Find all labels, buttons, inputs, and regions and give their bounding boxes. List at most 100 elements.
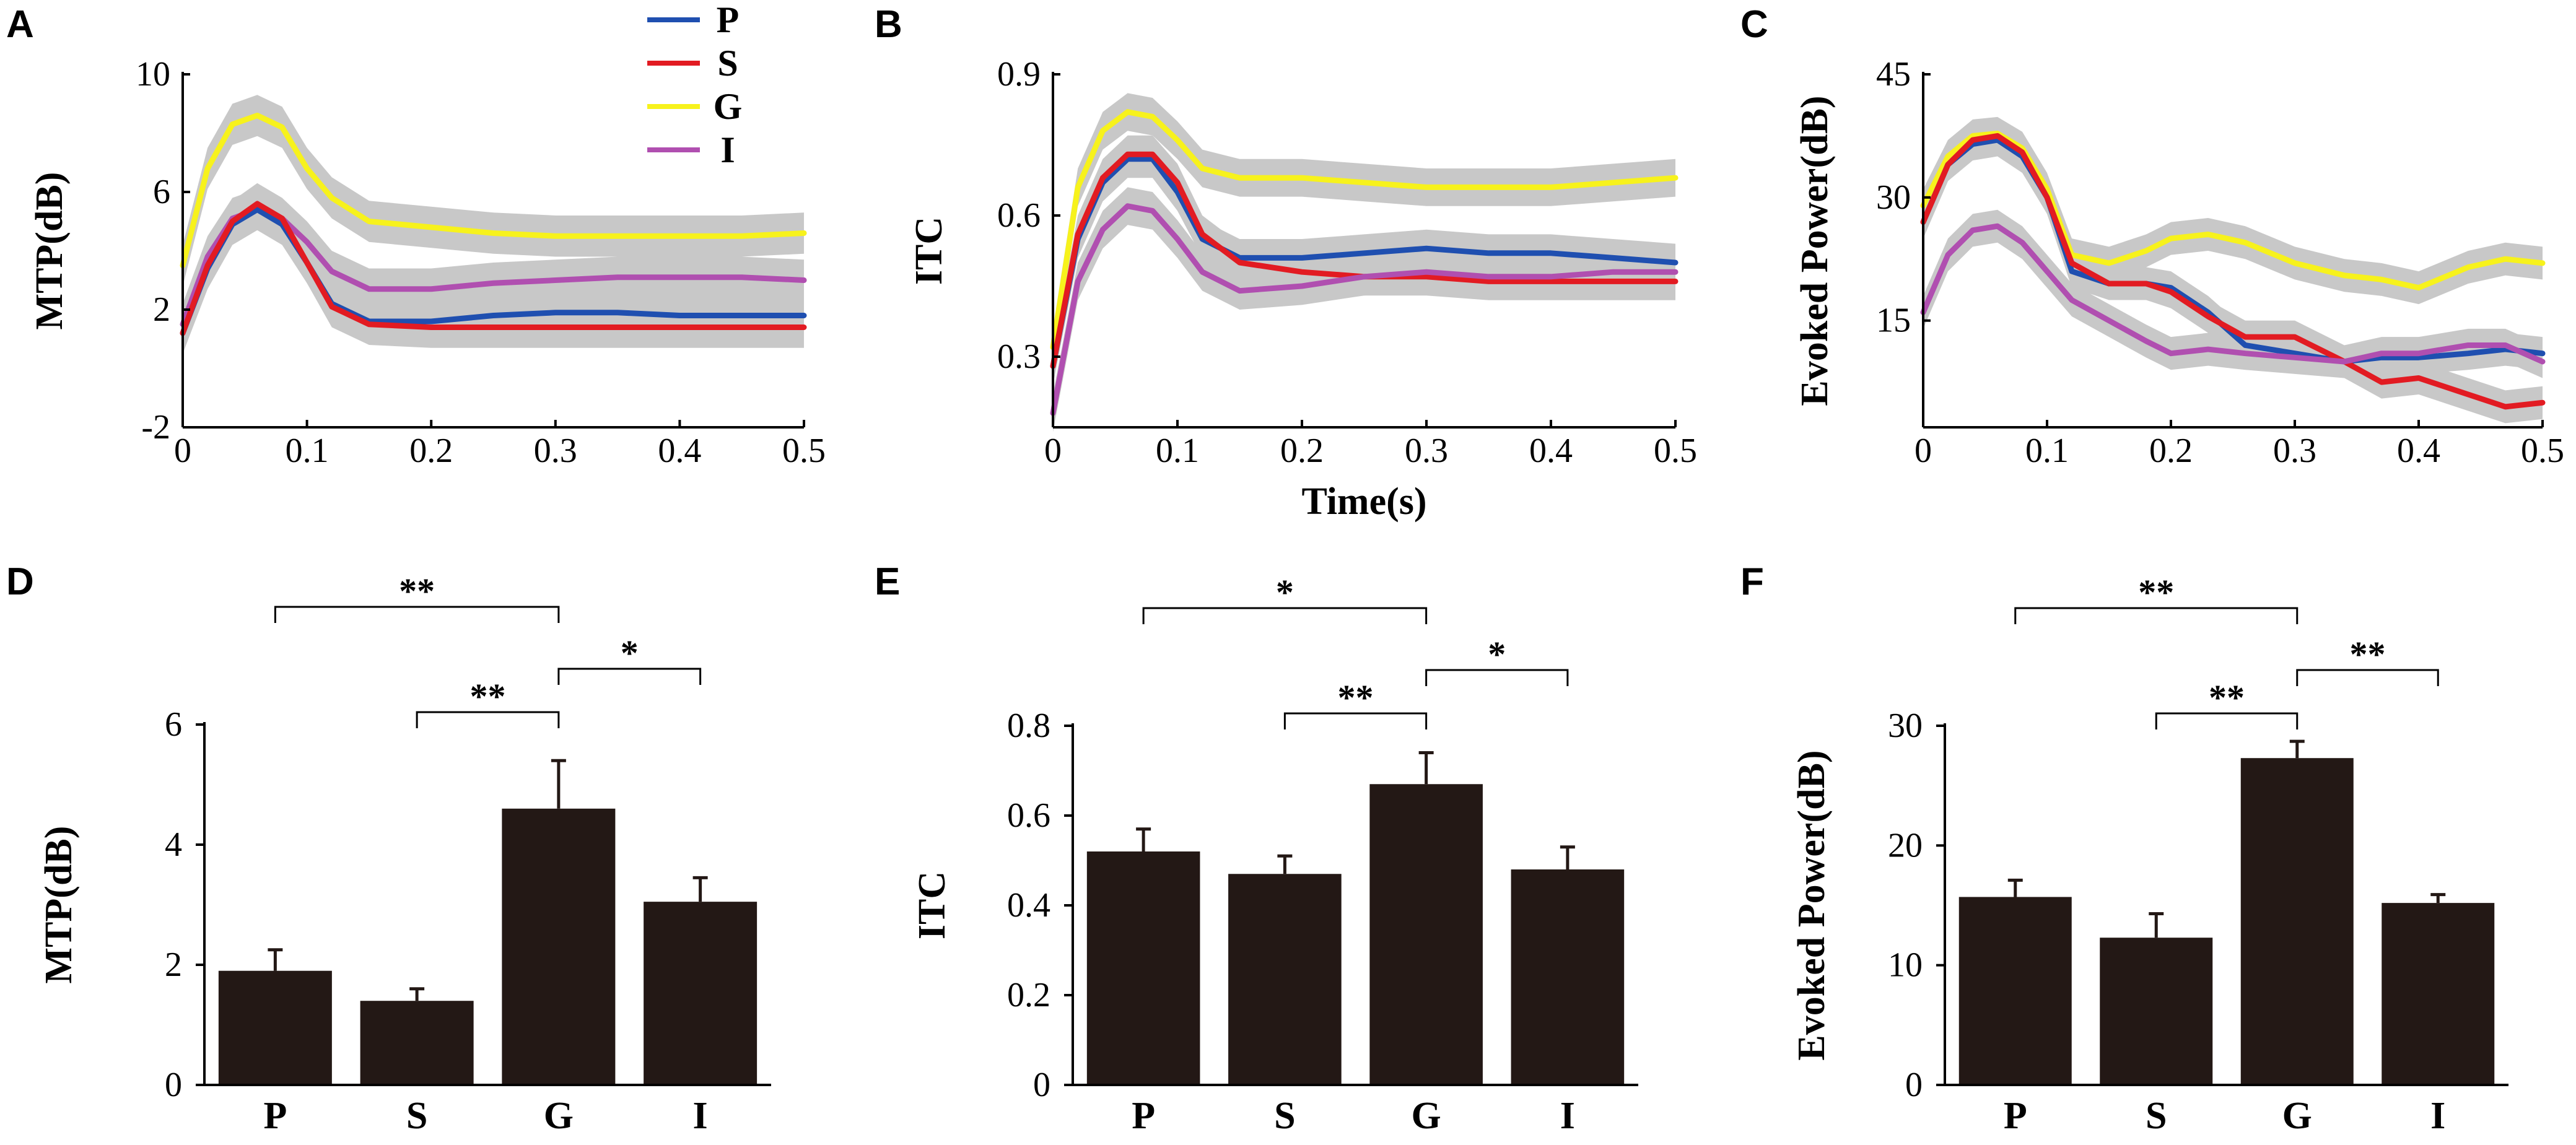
y-tick-label: 10: [136, 55, 170, 94]
x-tick-label: P: [263, 1095, 287, 1137]
significance-marker: **: [2350, 634, 2386, 674]
y-axis-label: ITC: [911, 871, 953, 939]
y-tick-label: 4: [165, 825, 182, 864]
x-tick-label: P: [1132, 1095, 1155, 1137]
x-tick-label: 0.3: [534, 432, 577, 470]
x-tick-label: 0.3: [1405, 432, 1448, 470]
significance-bracket: [2014, 607, 2299, 624]
x-tick-label: 0.4: [2397, 432, 2440, 470]
panel-letter: A: [6, 3, 34, 46]
y-tick-label: 10: [1888, 946, 1923, 985]
x-tick-label: P: [2004, 1095, 2027, 1137]
series-line-S: [180, 201, 807, 336]
series-line-S: [1050, 151, 1679, 369]
y-tick-label: 0.6: [997, 196, 1041, 235]
panel-F: F Evoked Power(dB) 0 10 20 30 P S G I ** ** **: [1740, 560, 2508, 1137]
y-tick-label: 0.8: [1007, 707, 1050, 745]
bar-I: [644, 902, 758, 1085]
bar-P: [218, 970, 332, 1085]
y-axis-label: Evoked Power(dB): [1791, 750, 1833, 1060]
y-tick-label: 0: [1033, 1066, 1050, 1104]
y-tick-label: 45: [1876, 55, 1911, 94]
significance-bracket: [2296, 669, 2439, 686]
series-line-I: [1920, 223, 2546, 365]
y-tick-label: 0: [1905, 1066, 1923, 1104]
x-tick-label: 0.2: [1280, 432, 1324, 470]
significance-bracket: [416, 711, 560, 728]
panel-letter: C: [1740, 3, 1768, 46]
x-tick-label: 0.4: [658, 432, 701, 470]
significance-marker: *: [621, 633, 639, 673]
panel-letter: B: [875, 3, 902, 46]
plot-area: [1958, 739, 2495, 1085]
y-tick-label: 0.6: [1007, 796, 1050, 835]
x-tick-label: G: [2282, 1095, 2312, 1137]
series-line-P: [1050, 156, 1679, 369]
bar-P: [1958, 897, 2072, 1085]
x-tick-label: 0.5: [1654, 432, 1697, 470]
y-tick-label: 0.3: [997, 337, 1041, 376]
x-tick-label: 0: [174, 432, 191, 470]
bar-I: [2382, 903, 2495, 1085]
x-tick-label: S: [406, 1095, 427, 1137]
x-tick-label: 0.5: [782, 432, 826, 470]
x-tick-label: 0: [1044, 432, 1062, 470]
y-axis-label: MTP(dB): [38, 826, 80, 984]
x-tick-label: S: [1274, 1095, 1295, 1137]
significance-bracket: [1142, 607, 1428, 624]
significance-marker: **: [2209, 677, 2245, 718]
panel-letter: F: [1740, 560, 1764, 603]
y-tick-label: 0: [165, 1066, 182, 1104]
significance-bracket: [557, 668, 702, 685]
y-tick-label: 6: [153, 173, 170, 211]
error-band-I: [1053, 187, 1675, 432]
y-tick-label: 0.9: [997, 55, 1041, 94]
x-tick-label: 0.5: [2521, 432, 2564, 470]
legend-label-P: P: [717, 0, 740, 40]
error-band-G: [1053, 93, 1675, 367]
significance-marker: *: [1488, 634, 1506, 674]
error-band-I: [183, 189, 804, 345]
y-tick-label: 0.2: [1007, 976, 1050, 1014]
y-tick-label: 2: [153, 290, 170, 329]
y-tick-label: 30: [1888, 707, 1923, 745]
x-tick-label: G: [544, 1095, 574, 1137]
y-tick-label: 6: [165, 705, 182, 744]
x-tick-label: G: [1412, 1095, 1441, 1137]
legend-label-S: S: [717, 43, 738, 84]
bar-I: [1511, 869, 1625, 1085]
y-tick-label: 0.4: [1007, 886, 1050, 925]
significance-bracket: [2155, 712, 2299, 729]
x-tick-label: 0.4: [1529, 432, 1573, 470]
bar-S: [2100, 938, 2213, 1085]
plot-area: [218, 759, 758, 1085]
series-line-I: [1050, 203, 1679, 416]
panel-letter: E: [875, 560, 900, 603]
panel-A: A MTP(dB) 0 0.1 0.2 0.3 0.4 0.5 -2 2 6 10: [6, 3, 826, 470]
significance-marker: **: [2138, 572, 2174, 612]
significance-marker: *: [1276, 572, 1294, 612]
y-tick-label: 15: [1876, 302, 1911, 340]
x-tick-label: 0.1: [1156, 432, 1199, 470]
plot-area: [1050, 93, 1679, 432]
significance-marker: **: [399, 571, 435, 611]
series-line-P: [1920, 137, 2546, 365]
series-line-S: [1920, 133, 2546, 410]
significance-bracket: [1283, 712, 1428, 729]
x-tick-label: I: [2430, 1095, 2445, 1137]
plot-area: [1920, 116, 2546, 424]
significance-bracket: [1425, 669, 1569, 686]
y-tick-label: -2: [141, 408, 170, 446]
plot-area: [180, 95, 807, 354]
panel-C: C Evoked Power(dB) 0 0.1 0.2 0.3 0.4 0.5 15 30 45: [1740, 3, 2564, 470]
panel-B: B ITC 0 0.1 0.2 0.3 0.4 0.5 0.3 0.6 0.9 Time(s): [875, 3, 1697, 523]
x-tick-label: 0.1: [2025, 432, 2069, 470]
y-tick-label: 30: [1876, 178, 1911, 217]
bar-P: [1086, 851, 1200, 1085]
panel-letter: D: [6, 560, 34, 603]
plot-area: [1086, 751, 1625, 1085]
